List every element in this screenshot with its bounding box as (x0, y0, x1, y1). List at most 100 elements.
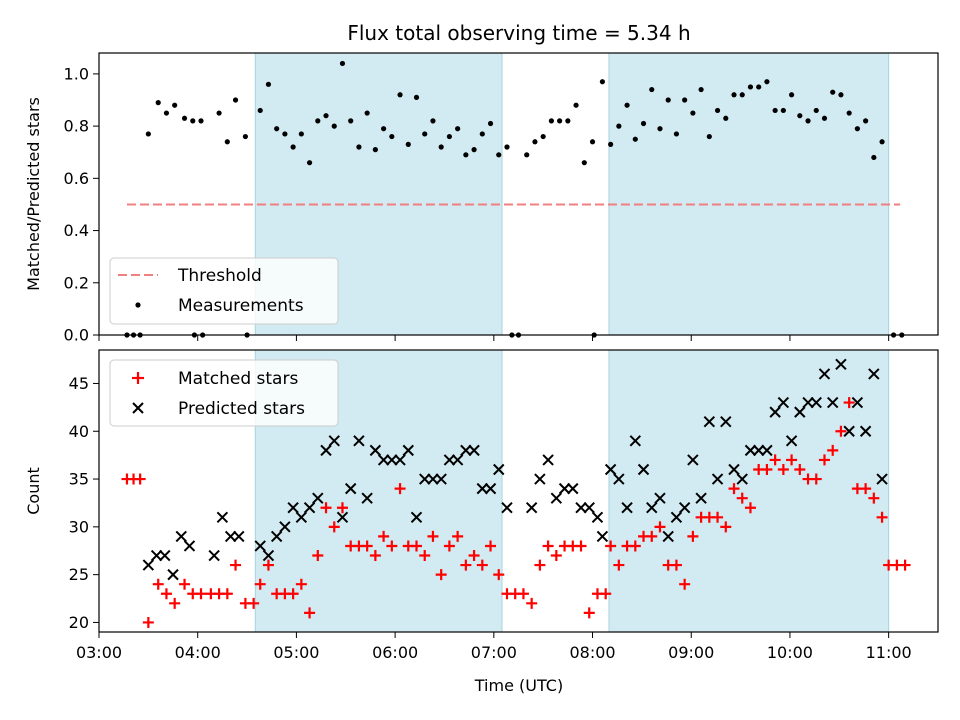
predicted-star-point (794, 406, 806, 418)
predicted-star-point (646, 502, 658, 514)
measurement-point (172, 102, 178, 108)
predicted-star-point (484, 482, 497, 495)
measurement-point (504, 144, 510, 150)
measurement-point (706, 133, 712, 140)
y-tick-label: 40 (69, 422, 89, 441)
matched-star-point (899, 559, 911, 571)
measurement-point (163, 110, 170, 116)
measurement-point (813, 107, 819, 114)
matched-star-point (230, 559, 242, 571)
matched-star-point (419, 550, 431, 562)
predicted-star-point (254, 540, 266, 552)
measurement-point (496, 152, 502, 158)
measurement-point (306, 160, 313, 166)
matched-star-point (679, 578, 691, 590)
predicted-star-point (851, 396, 864, 409)
predicted-star-point (613, 473, 625, 485)
predicted-star-point (550, 492, 563, 504)
matched-star-point (312, 550, 324, 562)
predicted-star-point (558, 482, 571, 495)
matched-star-point (818, 454, 830, 466)
matched-star-point (761, 463, 773, 475)
predicted-star-point (443, 454, 456, 466)
legend-threshold-label: Threshold (177, 266, 262, 286)
measurement-point (854, 126, 860, 132)
shaded-interval-2 (608, 53, 889, 335)
matched-star-point (485, 540, 497, 552)
predicted-star-point (270, 530, 283, 543)
matched-star-point (670, 559, 682, 571)
predicted-star-point (394, 454, 406, 466)
measurement-point (298, 131, 304, 137)
predicted-star-point (654, 492, 666, 504)
matched-star-point (517, 588, 529, 600)
matched-star-point (613, 559, 625, 571)
predicted-star-point (777, 396, 790, 409)
bottom-panel: 20 25 30 35 40 45 03:00 04:00 05:00 06:00 07:00 08… (24, 349, 939, 695)
matched-star-point (160, 588, 172, 600)
y-tick-label: 20 (69, 613, 89, 632)
measurement-point (198, 118, 204, 124)
matched-star-point (435, 569, 447, 581)
measurement-point (747, 84, 754, 90)
predicted-star-point (621, 502, 633, 514)
predicted-star-point (361, 492, 373, 504)
measurement-point (565, 118, 571, 124)
measurement-point (532, 139, 538, 145)
matched-star-point (460, 559, 472, 571)
matched-star-point (810, 473, 822, 485)
predicted-star-point (818, 368, 831, 380)
x-tick-label: 08:00 (569, 643, 615, 662)
top-panel: 0.0 0.2 0.4 0.6 0.8 1.0 Matched/Predicted sta… (24, 52, 939, 345)
predicted-star-point (233, 530, 245, 543)
predicted-star-point (501, 502, 513, 514)
measurement-point (821, 115, 828, 121)
measurement-point (788, 92, 795, 98)
measurement-point (698, 86, 704, 93)
predicted-star-point (703, 415, 716, 428)
predicted-star-point (460, 444, 472, 457)
measurement-point (232, 97, 239, 103)
measurement-point (805, 118, 811, 124)
matched-star-point (769, 454, 781, 466)
matched-star-point (369, 550, 381, 562)
predicted-star-point (353, 435, 365, 447)
measurement-point (797, 113, 803, 119)
measurement-point (290, 144, 296, 150)
predicted-star-point (419, 473, 431, 485)
measurement-point (649, 86, 655, 93)
matched-star-point (476, 559, 488, 571)
matched-star-point (262, 559, 274, 571)
predicted-star-point (859, 425, 872, 437)
matched-star-point (221, 588, 233, 600)
bottom-axes-frame (98, 349, 939, 633)
matched-star-point (777, 463, 789, 475)
y-tick-label: 0.2 (64, 273, 89, 292)
matched-star-point (254, 578, 266, 590)
measurement-point (557, 118, 563, 124)
matched-star-point (654, 521, 666, 533)
predicted-star-point (868, 368, 880, 380)
predicted-star-point (629, 435, 642, 447)
predicted-star-point (583, 502, 595, 514)
predicted-star-point (769, 406, 781, 418)
matched-star-point (720, 521, 732, 533)
predicted-star-point (678, 502, 691, 514)
measurement-point (422, 131, 428, 137)
measurement-point (446, 133, 453, 140)
y-tick-label: 0.0 (64, 326, 89, 345)
measurement-point (331, 123, 337, 129)
measurement-point (830, 89, 836, 95)
measurement-point (274, 126, 280, 132)
measurement-point (616, 123, 622, 129)
matched-star-point (786, 454, 798, 466)
matched-star-point (860, 483, 872, 495)
measurement-point (430, 118, 436, 124)
predicted-star-point (427, 473, 439, 485)
predicted-star-point (695, 492, 707, 504)
predicted-star-point (687, 454, 699, 466)
measurement-point (323, 113, 329, 119)
predicted-star-point (402, 444, 414, 457)
matched-star-point (427, 530, 439, 542)
